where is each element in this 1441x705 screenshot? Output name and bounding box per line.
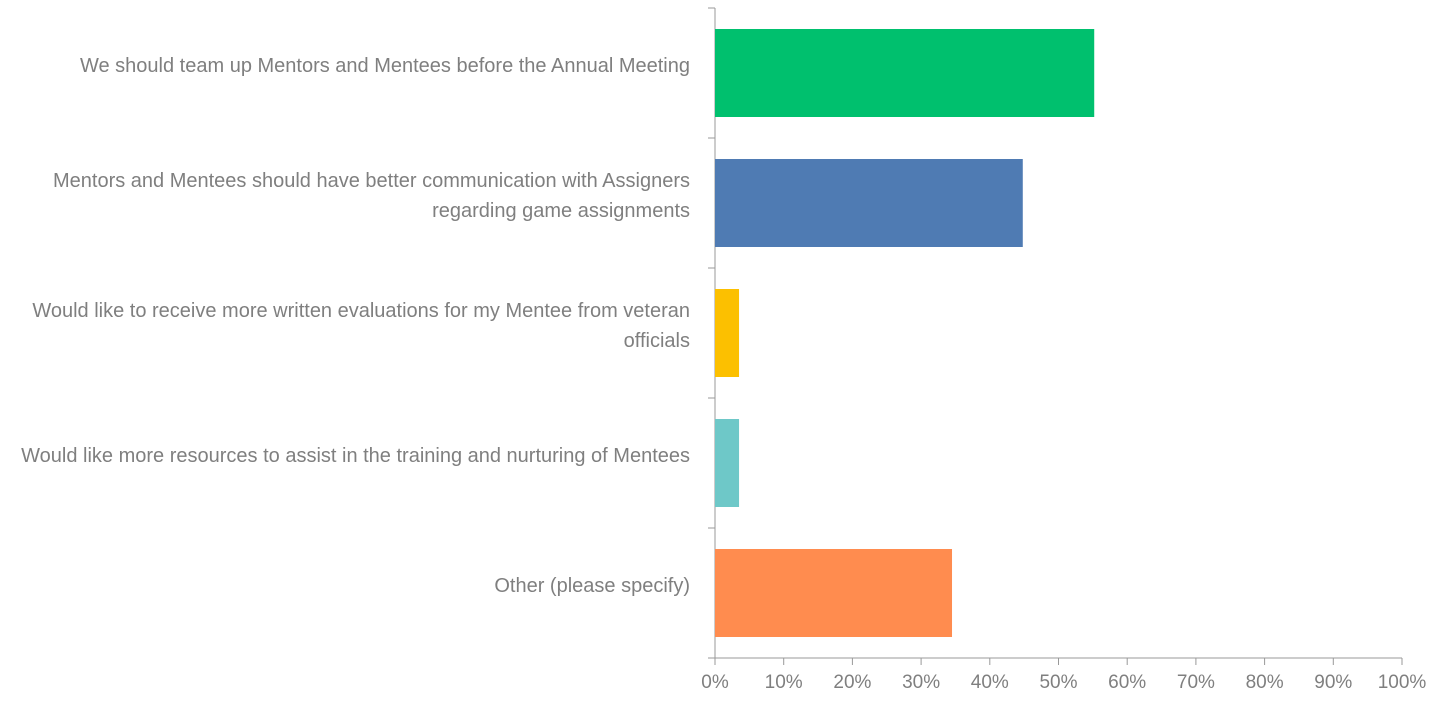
bar [715,289,740,377]
x-tick-label: 100% [1378,672,1427,693]
bar [715,159,1023,247]
category-label: Mentors and Mentees should have better c… [52,170,690,222]
x-tick-label: 40% [971,672,1009,693]
x-tick-label: 70% [1177,672,1215,693]
category-label: Other (please specify) [494,575,690,597]
x-tick-label: 30% [902,672,940,693]
x-tick-label: 20% [833,672,871,693]
bar [715,419,740,507]
x-tick-label: 80% [1246,672,1284,693]
category-label: Would like more resources to assist in t… [21,445,690,467]
x-tick-label: 90% [1314,672,1352,693]
x-tick-label: 50% [1039,672,1077,693]
bar [715,549,953,637]
x-tick-label: 10% [765,672,803,693]
bar [715,29,1095,117]
x-tick-label: 0% [701,672,729,693]
category-label: Would like to receive more written evalu… [32,300,690,352]
x-tick-label: 60% [1108,672,1146,693]
category-label: We should team up Mentors and Mentees be… [79,55,690,77]
